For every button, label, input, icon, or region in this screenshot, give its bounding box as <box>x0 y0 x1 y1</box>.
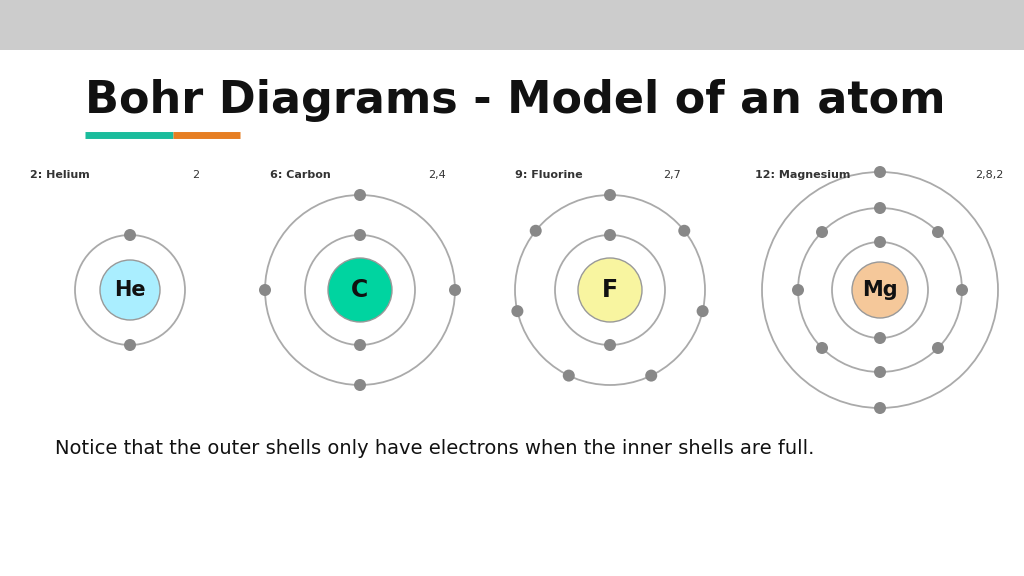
Text: Mg: Mg <box>862 280 898 300</box>
Text: F: F <box>602 278 618 302</box>
Circle shape <box>874 236 886 248</box>
Circle shape <box>696 305 709 317</box>
Text: 2,8,2: 2,8,2 <box>975 170 1004 180</box>
Text: He: He <box>115 280 145 300</box>
Circle shape <box>604 229 616 241</box>
Circle shape <box>124 339 136 351</box>
Circle shape <box>932 342 944 354</box>
Circle shape <box>874 332 886 344</box>
Text: 2,7: 2,7 <box>663 170 681 180</box>
Circle shape <box>604 339 616 351</box>
Circle shape <box>449 284 461 296</box>
Circle shape <box>328 258 392 322</box>
Circle shape <box>956 284 968 296</box>
Circle shape <box>529 225 542 237</box>
Circle shape <box>678 225 690 237</box>
Text: Notice that the outer shells only have electrons when the inner shells are full.: Notice that the outer shells only have e… <box>55 438 814 457</box>
Circle shape <box>511 305 523 317</box>
Text: C: C <box>351 278 369 302</box>
Circle shape <box>354 229 366 241</box>
Text: 2,4: 2,4 <box>428 170 445 180</box>
Circle shape <box>874 202 886 214</box>
Text: 2: 2 <box>193 170 199 180</box>
Circle shape <box>816 342 828 354</box>
Circle shape <box>604 189 616 201</box>
Text: Bohr Diagrams - Model of an atom: Bohr Diagrams - Model of an atom <box>85 78 945 122</box>
Circle shape <box>578 258 642 322</box>
Circle shape <box>645 370 657 381</box>
Circle shape <box>124 229 136 241</box>
Circle shape <box>354 189 366 201</box>
Text: 2: Helium: 2: Helium <box>30 170 90 180</box>
Circle shape <box>932 226 944 238</box>
Circle shape <box>816 226 828 238</box>
Text: 12: Magnesium: 12: Magnesium <box>755 170 850 180</box>
Bar <box>0 0 1024 50</box>
Circle shape <box>100 260 160 320</box>
Circle shape <box>354 339 366 351</box>
Circle shape <box>874 166 886 178</box>
Circle shape <box>792 284 804 296</box>
Circle shape <box>563 370 574 381</box>
Circle shape <box>259 284 271 296</box>
Text: 6: Carbon: 6: Carbon <box>270 170 331 180</box>
Circle shape <box>874 402 886 414</box>
Circle shape <box>874 366 886 378</box>
Circle shape <box>852 262 908 318</box>
Circle shape <box>354 379 366 391</box>
Text: 9: Fluorine: 9: Fluorine <box>515 170 583 180</box>
